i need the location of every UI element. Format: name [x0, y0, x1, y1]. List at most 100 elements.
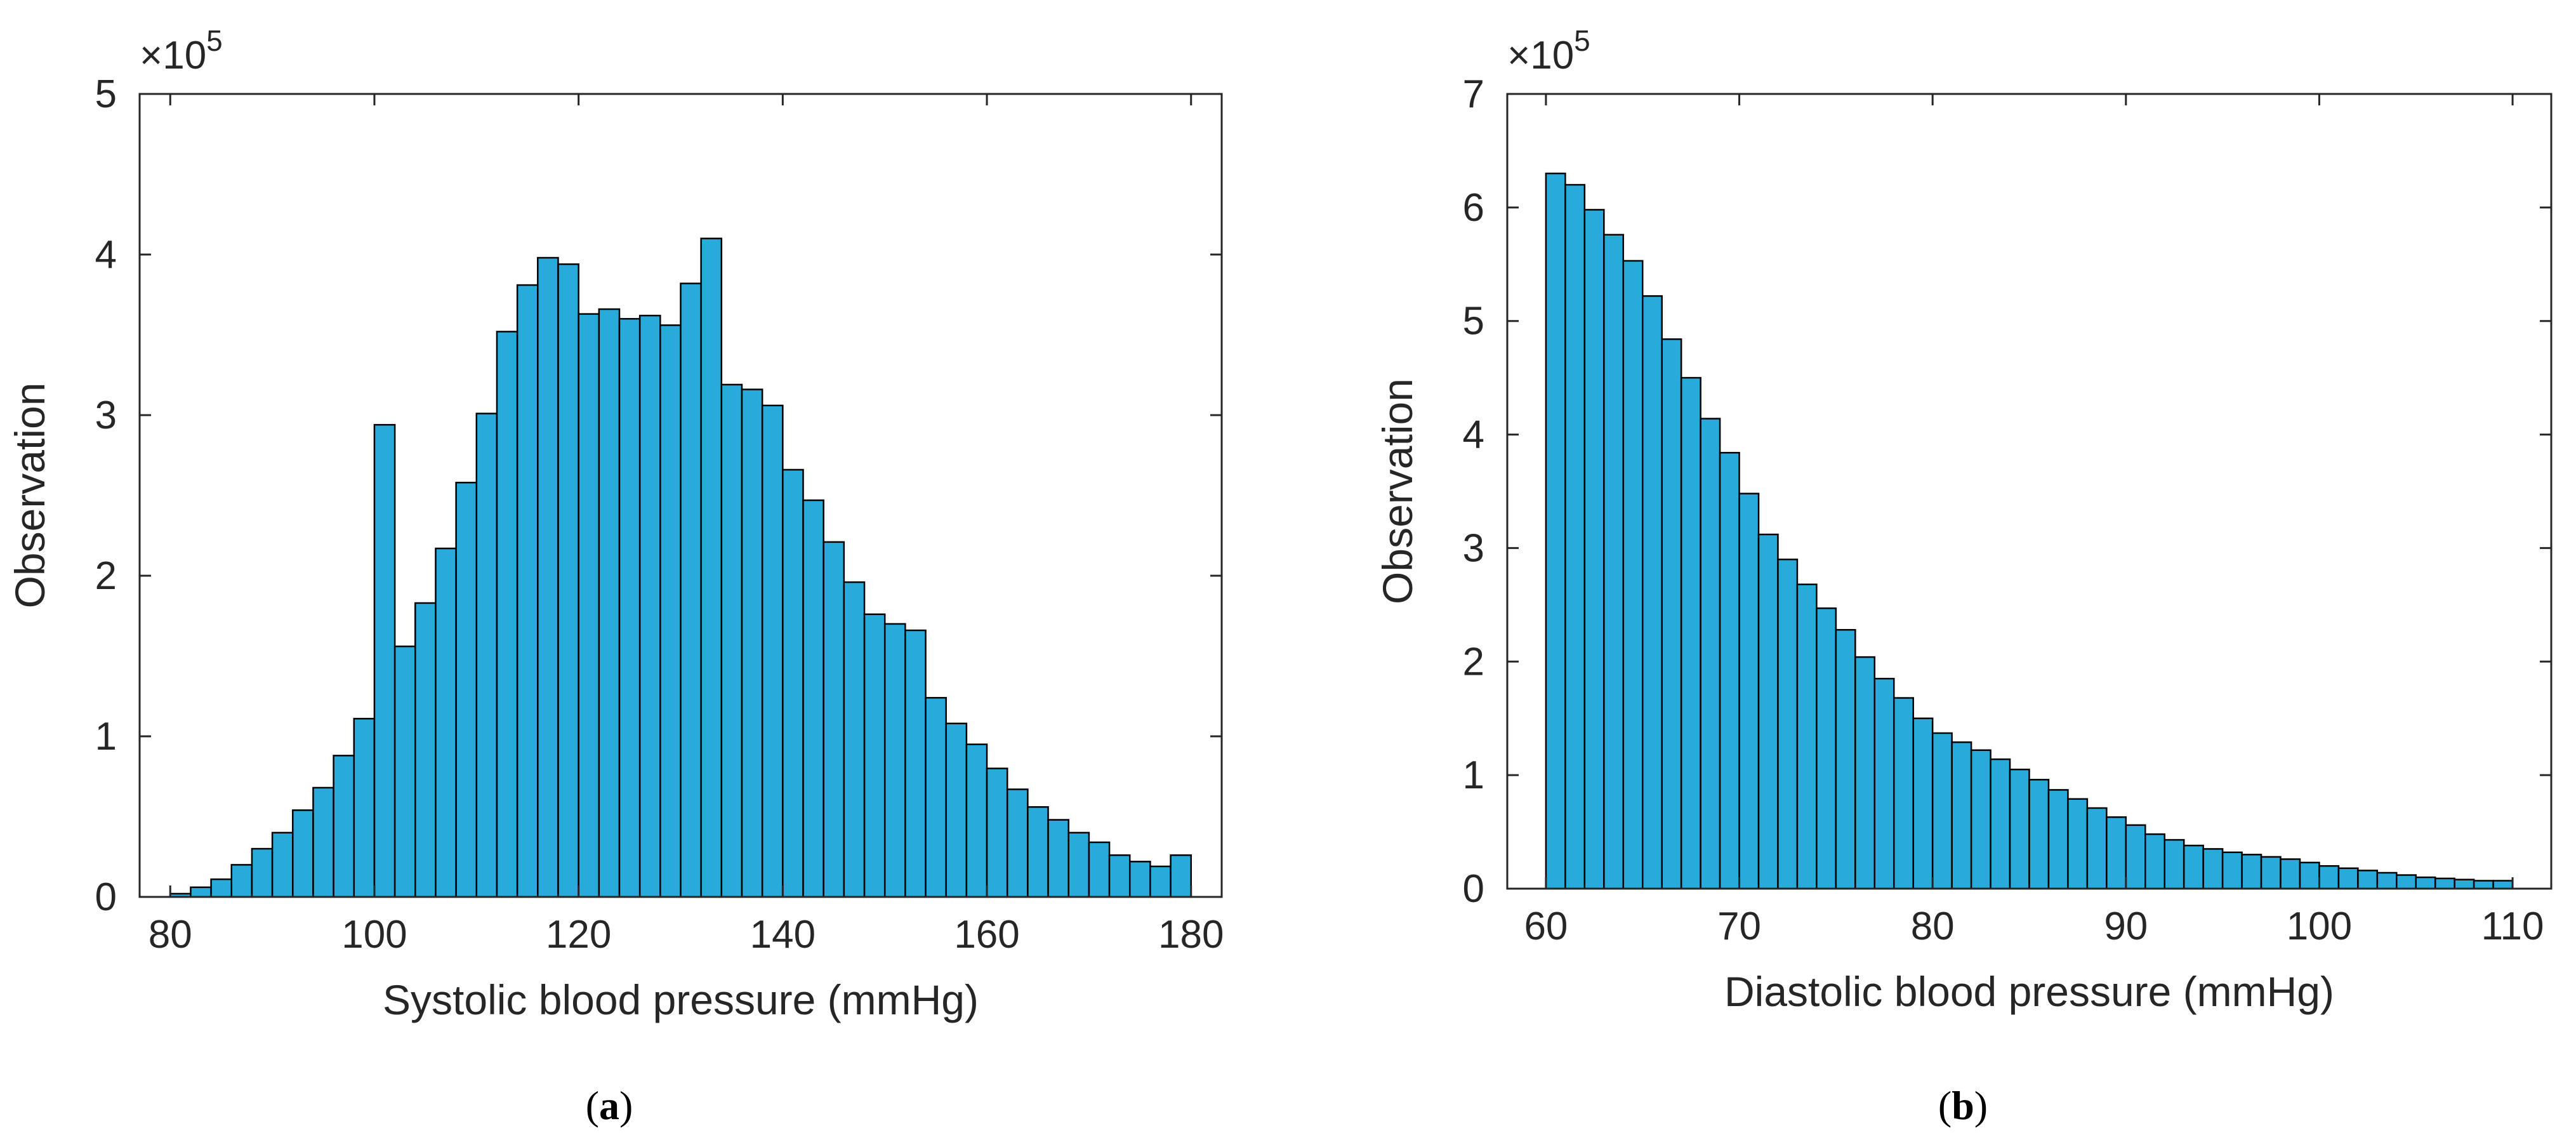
histogram-bar — [1641, 295, 1663, 890]
histogram-bar — [1738, 493, 1760, 890]
histogram-bar — [802, 499, 824, 898]
histogram-bar — [1796, 583, 1818, 890]
x-tick-label: 70 — [1717, 905, 1761, 948]
histogram-bar — [230, 864, 253, 898]
histogram-bar — [659, 324, 682, 898]
histogram-bar — [1893, 697, 1914, 890]
y-tick-label: 6 — [1463, 186, 1484, 230]
histogram-bar — [1027, 806, 1049, 898]
histogram-bar — [2106, 816, 2127, 890]
histogram-bar — [1970, 749, 1991, 890]
histogram-bar — [373, 423, 396, 898]
histogram-bar — [782, 468, 804, 898]
x-tick-label: 80 — [149, 913, 192, 957]
histogram-bar — [1149, 865, 1172, 898]
histogram-bar — [1990, 758, 2011, 890]
histogram-bar — [1603, 234, 1625, 890]
y-exponent-power: 5 — [206, 24, 223, 57]
histogram-bar — [475, 413, 498, 898]
histogram-bar — [1816, 607, 1837, 890]
histogram-bar — [292, 809, 314, 898]
y-tick-label: 3 — [95, 394, 117, 437]
x-tick-label: 120 — [546, 913, 611, 957]
histogram-bar — [863, 613, 886, 898]
histogram-bar — [2280, 858, 2301, 890]
histogram-bar — [2396, 874, 2417, 890]
histogram-bar — [1951, 741, 1972, 890]
histogram-bar — [904, 629, 927, 898]
histogram-bar — [700, 237, 723, 898]
histogram-bar — [1757, 533, 1779, 890]
histogram-bar — [2163, 839, 2185, 890]
histogram-bar — [1777, 559, 1799, 890]
x-tick-label: 60 — [1524, 905, 1568, 948]
histogram-bar — [945, 722, 968, 898]
y-tick-label: 1 — [1463, 753, 1484, 797]
histogram-bar — [251, 847, 274, 898]
x-tick-label: 80 — [1911, 905, 1955, 948]
histogram-bar — [190, 886, 212, 898]
panel-label-b-letter: b — [1952, 1083, 1974, 1128]
histogram-bar — [537, 256, 559, 898]
y-tick-label: 3 — [1463, 526, 1484, 570]
histogram-bar — [2260, 856, 2282, 890]
x-tick-label: 90 — [2104, 905, 2148, 948]
histogram-bar — [680, 282, 702, 898]
histogram-bar — [1108, 854, 1131, 898]
histogram-bar — [333, 755, 355, 898]
y-tick-label: 7 — [1463, 72, 1484, 116]
y-tick-label: 2 — [1463, 640, 1484, 684]
y-tick-label: 5 — [95, 72, 117, 116]
axes-box — [138, 93, 1223, 898]
histogram-bar — [393, 646, 416, 898]
histogram-bar — [2047, 789, 2069, 890]
histogram-bar — [1067, 832, 1090, 898]
histogram-bar — [741, 388, 763, 898]
histogram-bar — [638, 314, 661, 898]
histogram-bar — [2318, 865, 2340, 890]
histogram-bar — [2337, 867, 2359, 890]
histogram-bar — [822, 541, 845, 898]
histogram-bar — [2086, 807, 2108, 890]
histogram-bar — [2221, 851, 2243, 890]
histogram-bar — [312, 786, 334, 898]
histogram-bar — [1931, 732, 1953, 890]
histogram-bar — [557, 263, 579, 898]
histogram-bar — [2183, 844, 2204, 890]
histogram-bar — [925, 697, 947, 898]
x-tick-label: 100 — [2287, 905, 2352, 948]
histogram-bar — [271, 832, 294, 898]
histogram-bar — [618, 317, 641, 898]
x-tick-label: 110 — [2481, 905, 2544, 948]
axes-box — [1506, 93, 2553, 890]
histogram-bar — [2028, 779, 2050, 890]
histogram-bar — [455, 482, 478, 898]
histogram-bar — [578, 313, 600, 898]
y-tick-label: 4 — [95, 233, 117, 277]
histogram-bar — [1700, 418, 1721, 890]
histogram-bar — [2067, 798, 2089, 890]
x-tick-label: 100 — [341, 913, 407, 957]
x-axis-label: Diastolic blood pressure (mmHg) — [1724, 968, 2334, 1015]
histogram-bar — [2241, 854, 2262, 890]
histogram-bar — [2125, 824, 2146, 890]
y-axis-label: Observation — [6, 383, 53, 609]
histogram-bar — [496, 331, 519, 898]
panel-label-a: (a) — [585, 1083, 633, 1128]
panel-b-chart: 60 70 80 90 100 110 0 1 2 3 4 5 6 7 ×105 Diastolic bloo… — [1374, 24, 2553, 1015]
histogram-bar — [435, 547, 457, 898]
histogram-bar — [1719, 451, 1740, 890]
histogram-bar — [2202, 848, 2224, 890]
histogram-bar — [1088, 841, 1111, 898]
histogram-bar — [1170, 854, 1192, 898]
histogram-bar — [986, 767, 1008, 898]
y-exponent-label: ×105 — [1507, 24, 1590, 77]
y-tick-label: 4 — [1463, 413, 1484, 457]
y-tick-label: 0 — [95, 875, 117, 919]
histogram-bar — [2357, 870, 2379, 890]
y-tick-label: 2 — [95, 554, 117, 598]
histogram-bar — [2144, 833, 2165, 890]
histogram-bar — [598, 308, 621, 898]
histogram-bar — [1047, 819, 1069, 898]
